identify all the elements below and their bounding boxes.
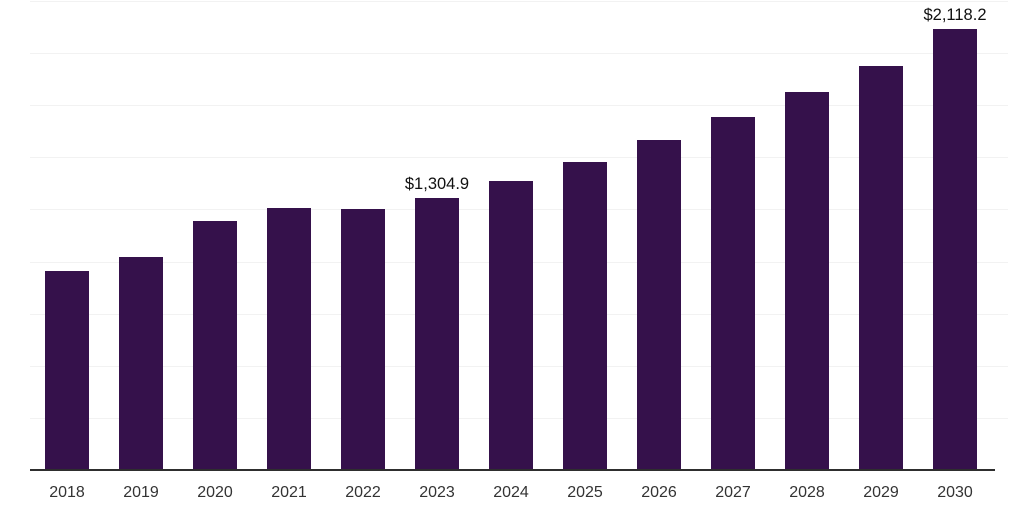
x-tick-label-2021: 2021 (271, 484, 307, 501)
x-tick-label-2022: 2022 (345, 484, 381, 501)
gridline-1500 (30, 157, 1008, 159)
x-tick-label-2028: 2028 (789, 484, 825, 501)
x-tick-label-2019: 2019 (123, 484, 159, 501)
gridline-2250 (30, 1, 1008, 2)
x-tick-label-2020: 2020 (197, 484, 233, 501)
bar-2023 (415, 198, 459, 470)
bar-2018 (45, 270, 89, 470)
gridline-2000 (30, 53, 1008, 55)
bar-2024 (489, 180, 533, 470)
bar-2019 (119, 256, 163, 470)
bar-2020 (193, 220, 237, 470)
x-tick-label-2024: 2024 (493, 484, 529, 501)
x-tick-label-2027: 2027 (715, 484, 751, 501)
gridline-1750 (30, 105, 1008, 107)
data-label-2030: $2,118.2 (923, 5, 987, 24)
bar-2028 (785, 91, 829, 470)
bar-2029 (859, 65, 903, 470)
bar-2022 (341, 209, 385, 470)
x-tick-label-2026: 2026 (641, 484, 677, 501)
bar-2025 (563, 161, 607, 470)
bar-2027 (711, 116, 755, 470)
data-label-2023: $1,304.9 (404, 175, 470, 193)
x-tick-label-2029: 2029 (863, 484, 899, 501)
bar-2026 (637, 140, 681, 470)
x-tick-label-2030: 2030 (937, 484, 973, 501)
x-tick-label-2025: 2025 (567, 484, 603, 501)
x-tick-label-2018: 2018 (49, 484, 85, 501)
bar-2030 (933, 28, 977, 470)
x-tick-label-2023: 2023 (419, 484, 455, 501)
bar-2021 (267, 208, 311, 470)
x-axis-line (30, 469, 995, 471)
